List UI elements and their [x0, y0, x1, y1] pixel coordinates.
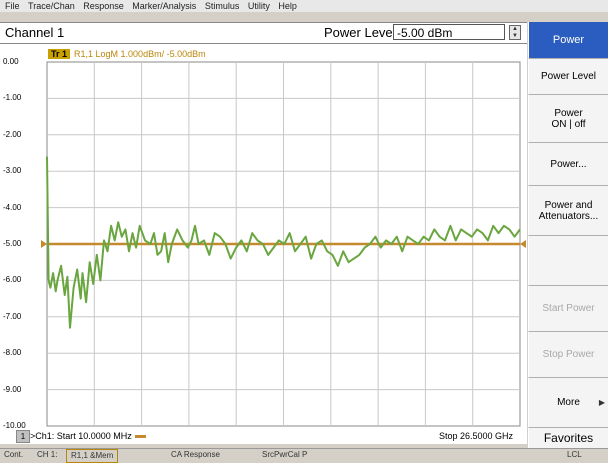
softkey-label-line2: Attenuators...: [538, 210, 599, 222]
power-level-spinner[interactable]: ▲ ▼: [509, 25, 521, 40]
y-tick-label: -3.00: [3, 166, 22, 176]
softkey-power-on-off[interactable]: Power ON | off: [528, 95, 608, 143]
softkey-start-power: Start Power: [528, 286, 608, 332]
softkey-blank: [528, 236, 608, 286]
softkey-label-state: ON | off: [551, 118, 586, 130]
trace-badge[interactable]: Tr 1: [48, 49, 71, 59]
softkey-label: Stop Power: [542, 349, 595, 360]
softkey-favorites[interactable]: Favorites: [528, 428, 608, 448]
status-lcl: LCL: [567, 450, 582, 459]
y-tick-label: -5.00: [3, 239, 22, 248]
menu-marker-analysis[interactable]: Marker/Analysis: [132, 1, 197, 11]
power-level-input[interactable]: -5.00 dBm: [393, 24, 505, 40]
channel-title: Channel 1: [5, 25, 65, 40]
y-tick-label: -10.00: [3, 421, 26, 430]
y-tick-label: 0.00: [3, 57, 19, 66]
trace-plot[interactable]: Tr 1 R1,1 LogM 1.000dBm/ -5.00dBm 0.00 -1.…: [0, 44, 527, 444]
softkey-label: Power and: [544, 199, 593, 211]
channel-bar: Channel 1 Power Level -5.00 dBm ▲ ▼: [0, 22, 527, 44]
softkey-panel: Power Power Level Power ON | off Power..…: [528, 22, 608, 448]
y-tick-label: -2.00: [3, 129, 22, 139]
menu-stimulus[interactable]: Stimulus: [204, 1, 240, 11]
softkey-power-dialog[interactable]: Power...: [528, 143, 608, 186]
menu-utility[interactable]: Utility: [247, 1, 270, 11]
start-frequency-label: >Ch1: Start 10.0000 MHz: [30, 431, 146, 441]
y-tick-label: -7.00: [3, 311, 22, 321]
softkey-stop-power: Stop Power: [528, 332, 608, 378]
y-tick-label: -1.00: [3, 93, 22, 103]
spin-down-icon[interactable]: ▼: [512, 33, 518, 39]
status-response: CA Response: [171, 450, 220, 459]
status-active-trace[interactable]: R1,1 &Mem: [66, 449, 119, 463]
trace-format: R1,1 LogM 1.000dBm/ -5.00dBm: [74, 49, 206, 59]
menu-response[interactable]: Response: [83, 1, 124, 11]
status-sweep-mode: Cont.: [4, 450, 24, 459]
menu-help[interactable]: Help: [278, 1, 297, 11]
softkey-power-level[interactable]: Power Level: [528, 59, 608, 95]
power-level-label: Power Level: [324, 25, 396, 40]
chevron-right-icon: ▶: [598, 398, 605, 407]
stop-frequency-label: Stop 26.5000 GHz: [438, 431, 513, 441]
memory-trace-legend: [134, 435, 146, 439]
reference-marker-right-icon: [520, 240, 526, 248]
softkey-power-title: Power: [528, 22, 608, 59]
plot-canvas[interactable]: [0, 44, 527, 444]
status-cal: SrcPwrCal P: [262, 450, 308, 459]
softkey-label: Favorites: [543, 431, 594, 445]
start-frequency-text: >Ch1: Start 10.0000 MHz: [30, 431, 132, 441]
spin-up-icon[interactable]: ▲: [512, 26, 518, 32]
data-trace-line: [46, 156, 521, 329]
y-tick-label: -6.00: [3, 275, 22, 285]
softkey-more[interactable]: More ▶: [528, 378, 608, 428]
reference-marker-left-icon: [41, 240, 47, 248]
y-tick-label: -9.00: [3, 384, 22, 394]
menu-trace-chan[interactable]: Trace/Chan: [28, 1, 75, 11]
trace-description: Tr 1 R1,1 LogM 1.000dBm/ -5.00dBm: [48, 49, 206, 59]
status-bar: Cont. CH 1: R1,1 &Mem CA Response SrcPwr…: [0, 448, 608, 463]
softkey-power-attenuators[interactable]: Power and Attenuators...: [528, 186, 608, 236]
y-tick-label: -8.00: [3, 348, 22, 358]
softkey-label: More: [557, 397, 580, 408]
softkey-label: Start Power: [542, 303, 595, 314]
status-channel: CH 1:: [37, 450, 58, 459]
softkey-label: Power: [554, 107, 583, 119]
y-tick-label: -4.00: [3, 202, 22, 212]
channel-number-badge[interactable]: 1: [16, 430, 30, 443]
menu-file[interactable]: File: [5, 1, 20, 11]
softkey-label: Power...: [550, 158, 587, 170]
softkey-label: Power Level: [540, 71, 597, 82]
menu-bar: File Trace/Chan Response Marker/Analysis…: [0, 0, 608, 12]
softkey-label: Power: [552, 34, 585, 46]
